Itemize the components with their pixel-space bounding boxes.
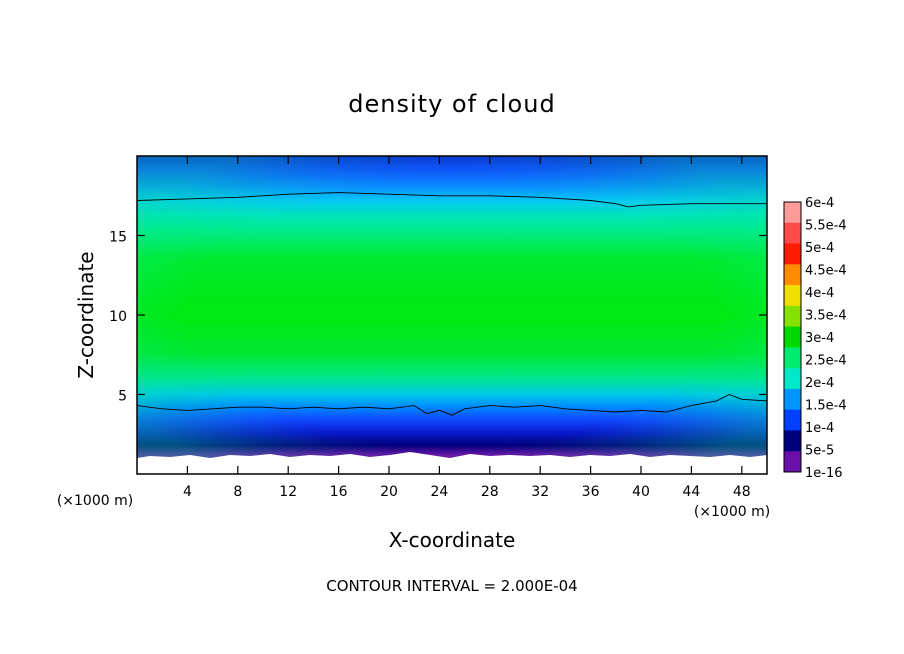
colorbar-label: 4e-4 xyxy=(805,286,834,301)
plot-area xyxy=(137,156,767,474)
colorbar-swatch xyxy=(784,326,801,348)
x-axis-ticks: 4 8 12 16 20 24 28 32 36 40 44 48 xyxy=(183,156,751,500)
x-tick-label: 32 xyxy=(531,484,549,500)
colorbar-swatch xyxy=(784,264,801,286)
colorbar-swatch xyxy=(784,430,801,452)
colorbar-label: 6e-4 xyxy=(805,196,834,211)
colorbar-label: 1e-16 xyxy=(805,466,843,481)
contour-line-lower xyxy=(137,394,767,416)
colorbar-label: 2e-4 xyxy=(805,376,834,391)
colorbar-label: 5e-5 xyxy=(805,444,834,459)
colorbar-frame xyxy=(783,201,802,473)
x-tick-label: 20 xyxy=(380,484,398,500)
x-tick-label: 12 xyxy=(279,484,297,500)
colorbar-swatch xyxy=(784,202,801,224)
x-tick-label: 48 xyxy=(733,484,751,500)
colorbar-swatch xyxy=(784,368,801,390)
x-tick-label: 28 xyxy=(481,484,499,500)
x-tick-label: 8 xyxy=(233,484,242,500)
colorbar-label: 1e-4 xyxy=(805,421,834,436)
y-axis-ticks: 5 10 15 xyxy=(109,230,767,405)
contour-interval-note: CONTOUR INTERVAL = 2.000E-04 xyxy=(326,577,577,595)
colorbar-label: 3e-4 xyxy=(805,331,834,346)
colorbar-swatch xyxy=(784,222,801,245)
colorbar-label: 5.5e-4 xyxy=(805,219,847,234)
y-tick-label: 5 xyxy=(118,389,127,405)
colorbar-swatch xyxy=(784,305,801,328)
x-tick-label: 44 xyxy=(682,484,700,500)
colorbar-swatch xyxy=(784,243,801,265)
y-axis-title: Z-coordinate xyxy=(74,251,98,378)
colorbar-label: 3.5e-4 xyxy=(805,309,847,324)
contour-line-upper xyxy=(137,192,767,208)
colorbar-swatch xyxy=(784,285,801,307)
x-axis-unit-left: (×1000 m) xyxy=(57,493,133,509)
colorbar-label: 1.5e-4 xyxy=(805,399,847,414)
colorbar-swatch xyxy=(784,409,801,431)
density-field-edge-shade xyxy=(137,156,767,474)
surface-white-gap xyxy=(137,452,767,474)
x-tick-label: 4 xyxy=(183,484,192,500)
colorbar-label: 4.5e-4 xyxy=(805,264,847,279)
y-tick-label: 15 xyxy=(109,230,127,246)
colorbar-label: 5e-4 xyxy=(805,241,834,256)
colorbar-label: 2.5e-4 xyxy=(805,354,847,369)
x-tick-label: 16 xyxy=(330,484,348,500)
x-tick-label: 40 xyxy=(632,484,650,500)
colorbar: 6e-4 5.5e-4 5e-4 4.5e-4 4e-4 3.5e-4 3e-4 2.5e-4… xyxy=(783,196,847,481)
colorbar-swatch xyxy=(784,388,801,411)
chart-title: density of cloud xyxy=(348,90,555,118)
x-tick-label: 24 xyxy=(430,484,448,500)
colorbar-swatch xyxy=(784,347,801,369)
x-axis-title: X-coordinate xyxy=(389,528,516,552)
y-tick-label: 10 xyxy=(109,309,127,325)
x-tick-label: 36 xyxy=(582,484,600,500)
x-axis-unit-right: (×1000 m) xyxy=(694,504,770,520)
colorbar-swatch xyxy=(784,451,801,473)
